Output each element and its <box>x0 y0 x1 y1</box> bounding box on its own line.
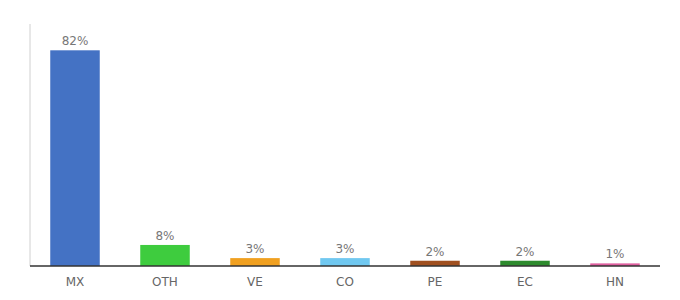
bar <box>140 245 190 266</box>
chart-container: MX OTH VE CO PE EC HN 82% 8% 3% 3% 2% 2% 1% <box>0 0 680 300</box>
bar <box>50 50 100 266</box>
x-tick-label: HN <box>606 275 624 289</box>
chart: MX OTH VE CO PE EC HN 82% 8% 3% 3% 2% 2% 1% <box>0 0 680 300</box>
bar <box>320 258 370 266</box>
data-label: 3% <box>245 242 264 256</box>
x-tick-label: PE <box>428 275 443 289</box>
x-tick-label: MX <box>66 275 85 289</box>
x-tick-label: CO <box>336 275 354 289</box>
y-axis-line <box>30 24 31 266</box>
bars <box>50 50 640 266</box>
x-tick-label: EC <box>517 275 533 289</box>
bar <box>410 261 460 266</box>
bar <box>500 261 550 266</box>
data-label: 3% <box>335 242 354 256</box>
data-label: 2% <box>425 245 444 259</box>
data-label: 1% <box>605 247 624 261</box>
data-label: 82% <box>62 34 89 48</box>
x-axis <box>30 265 660 267</box>
x-tick-label: OTH <box>152 275 178 289</box>
data-label: 2% <box>515 245 534 259</box>
bar <box>230 258 280 266</box>
x-tick-label: VE <box>247 275 263 289</box>
data-label: 8% <box>155 229 174 243</box>
